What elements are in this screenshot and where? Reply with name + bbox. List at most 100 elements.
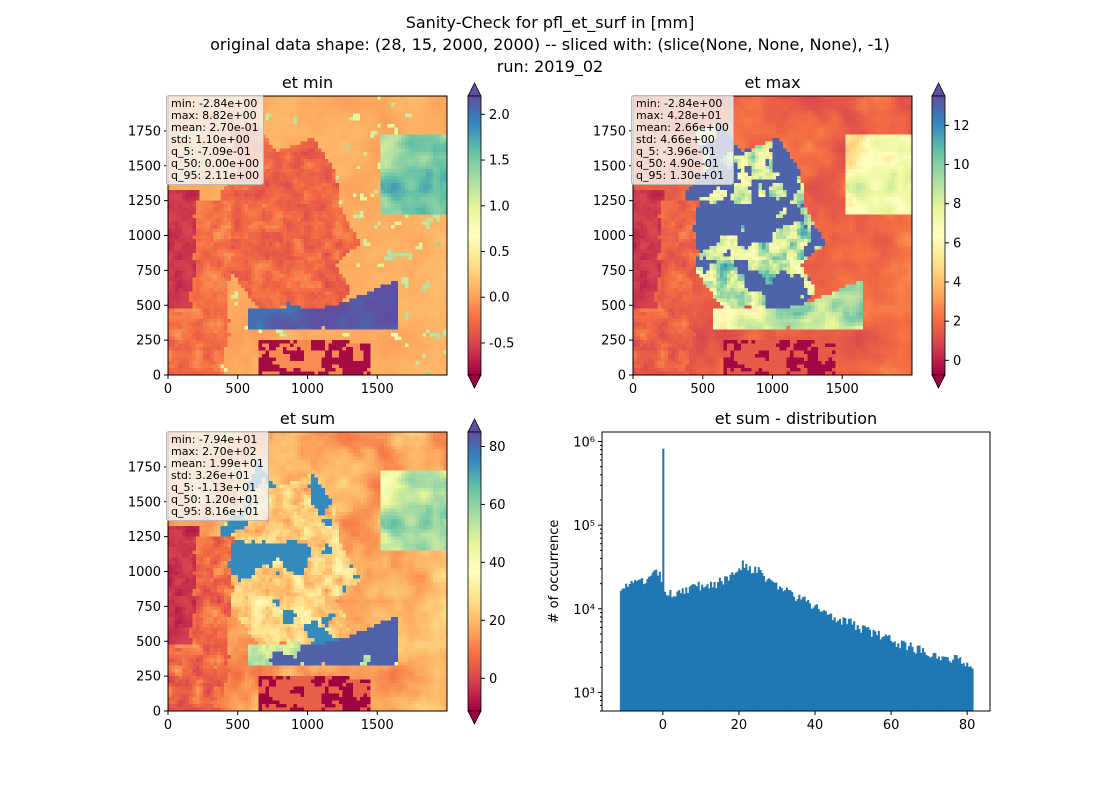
colorbar-extend-top xyxy=(467,418,482,433)
histogram-bar xyxy=(918,645,921,711)
histogram-bar xyxy=(732,574,736,711)
colorbar-tick-label: 0.5 xyxy=(489,245,510,260)
histogram-bar xyxy=(775,582,778,711)
y-tick-label: 10⁵ xyxy=(573,519,595,534)
histogram-bar xyxy=(708,588,711,711)
histogram-bar xyxy=(789,590,792,711)
histogram-bar xyxy=(844,617,847,711)
histogram-bar xyxy=(849,618,852,711)
histogram-bar xyxy=(872,629,875,711)
y-tick-label: 1250 xyxy=(128,530,161,545)
histogram-bar xyxy=(621,588,624,711)
histogram-bar xyxy=(851,624,854,711)
y-tick-label: 1500 xyxy=(128,159,161,174)
panel-title-2: et sum xyxy=(280,409,335,428)
histogram-bar xyxy=(934,653,937,711)
histogram-bar xyxy=(623,588,626,711)
histogram-bar xyxy=(800,599,803,711)
histogram-bar xyxy=(738,568,741,711)
histogram-bar xyxy=(646,578,649,711)
histogram-bar xyxy=(782,591,785,711)
histogram-title: et sum - distribution xyxy=(715,409,877,428)
histogram-bar xyxy=(932,652,935,711)
histogram-bar xyxy=(699,590,702,711)
histogram-bar xyxy=(695,586,698,711)
stats-box-et-min: min: -2.84e+00 max: 8.82e+00 mean: 2.70e… xyxy=(166,95,265,185)
histogram-bar xyxy=(801,597,804,711)
histogram-bar xyxy=(925,655,928,711)
histogram-bar xyxy=(759,569,762,711)
histogram-bar xyxy=(706,584,709,711)
colorbar-tick-label: 0 xyxy=(489,672,497,687)
x-tick-label: 80 xyxy=(959,718,976,733)
histogram-bar xyxy=(678,590,681,711)
histogram-bar xyxy=(874,631,877,711)
histogram-bar xyxy=(796,599,799,711)
colorbar-tick-label: 6 xyxy=(953,236,961,251)
histogram-bar xyxy=(740,570,743,711)
histogram-bars xyxy=(619,448,974,711)
histogram-bar xyxy=(794,601,797,711)
histogram-bar xyxy=(960,663,963,711)
histogram-ylabel: # of occurrence xyxy=(547,520,562,624)
histogram-bar xyxy=(626,586,630,711)
histogram-bar xyxy=(830,613,833,711)
histogram-bar xyxy=(736,571,739,711)
y-tick-label: 0 xyxy=(618,369,626,384)
y-tick-label: 500 xyxy=(136,635,161,650)
panel-title-0: et min xyxy=(282,73,333,92)
histogram-bar xyxy=(683,593,686,711)
x-tick-label: 60 xyxy=(883,718,900,733)
histogram-bar xyxy=(720,581,723,711)
histogram-bar xyxy=(639,579,642,711)
y-tick-label: 250 xyxy=(136,670,161,685)
colorbar-tick-label: 20 xyxy=(489,614,506,629)
histogram-bar xyxy=(715,588,718,711)
histogram-bar xyxy=(635,580,638,711)
histogram-bar xyxy=(962,663,965,711)
histogram-bar xyxy=(817,609,820,711)
histogram-bar xyxy=(690,585,693,711)
histogram-bar xyxy=(867,627,870,711)
histogram-bar xyxy=(944,656,948,711)
colorbar-tick-label: 2 xyxy=(953,315,961,330)
colorbar-tick-label: 80 xyxy=(489,440,506,455)
histogram-bar xyxy=(694,584,697,711)
histogram-bar xyxy=(784,590,787,711)
colorbar-2 xyxy=(467,431,482,712)
histogram-bar xyxy=(704,586,707,711)
histogram-bar xyxy=(936,658,939,711)
y-tick-label: 1750 xyxy=(128,124,161,139)
y-tick-label: 1500 xyxy=(593,159,626,174)
histogram-bar xyxy=(692,583,695,711)
histogram-bar xyxy=(752,572,755,711)
histogram-bar xyxy=(630,580,633,711)
histogram-bar xyxy=(967,666,971,711)
histogram-bar xyxy=(957,658,960,711)
histogram-bar xyxy=(909,642,912,711)
histogram-bar xyxy=(927,656,930,711)
y-tick-label: 750 xyxy=(601,264,626,279)
histogram-bar xyxy=(773,582,776,711)
histogram-bar xyxy=(634,580,637,711)
histogram-bar xyxy=(803,596,806,711)
histogram-bar xyxy=(812,607,815,711)
y-tick-label: 1750 xyxy=(128,460,161,475)
histogram-bar xyxy=(619,590,622,711)
y-tick-label: 1500 xyxy=(128,495,161,510)
histogram-bar xyxy=(826,614,829,711)
x-tick-label: 1000 xyxy=(291,382,324,397)
histogram-bar xyxy=(858,628,861,711)
colorbar-extend-top xyxy=(467,82,482,97)
histogram-bar xyxy=(920,652,923,711)
histogram-bar xyxy=(883,636,886,711)
histogram-bar xyxy=(870,636,873,711)
histogram-bar xyxy=(658,571,661,711)
histogram-bar xyxy=(914,653,918,711)
histogram-bar xyxy=(939,660,942,711)
histogram-bar xyxy=(948,661,951,711)
x-tick-label: 0 xyxy=(659,718,667,733)
histogram-bar xyxy=(971,668,974,711)
y-tick-label: 250 xyxy=(136,334,161,349)
